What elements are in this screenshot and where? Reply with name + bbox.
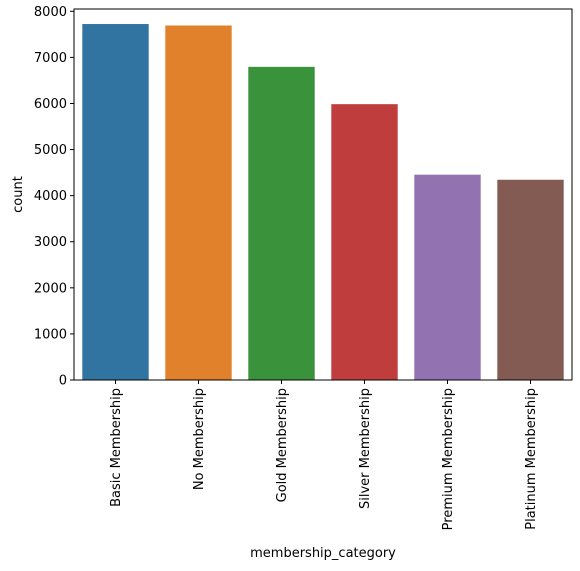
x-tick-label: Basic Membership <box>109 388 124 507</box>
x-tick-label: Platinum Membership <box>524 388 539 530</box>
bars-group <box>82 24 564 381</box>
x-axis-label: membership_category <box>250 546 396 561</box>
x-axis-ticks: Basic Membership No Membership Gold Member… <box>109 380 539 530</box>
y-axis-ticks: 0 1000 2000 3000 4000 5000 6000 7000 8000 <box>34 5 74 389</box>
x-tick-label: Gold Membership <box>275 388 290 502</box>
y-axis-label: count <box>11 176 26 213</box>
bar-no-membership <box>165 25 232 380</box>
y-tick-label: 2000 <box>34 281 67 296</box>
bar-platinum-membership <box>497 179 564 380</box>
y-tick-label: 4000 <box>34 189 67 204</box>
plot-frame <box>73 8 573 381</box>
x-tick-label: No Membership <box>192 388 207 490</box>
x-tick-label: Premium Membership <box>441 388 456 530</box>
bar-basic-membership <box>82 24 149 380</box>
y-tick-label: 6000 <box>34 97 67 112</box>
bar-premium-membership <box>414 174 481 380</box>
y-tick-label: 8000 <box>34 5 67 20</box>
x-tick-label: Silver Membership <box>358 388 373 509</box>
y-tick-label: 5000 <box>34 143 67 158</box>
y-tick-label: 7000 <box>34 51 67 66</box>
y-tick-label: 3000 <box>34 235 67 250</box>
bar-gold-membership <box>248 66 315 381</box>
y-tick-label: 0 <box>59 374 67 389</box>
bar-silver-membership <box>331 104 398 381</box>
y-tick-label: 1000 <box>34 327 67 342</box>
